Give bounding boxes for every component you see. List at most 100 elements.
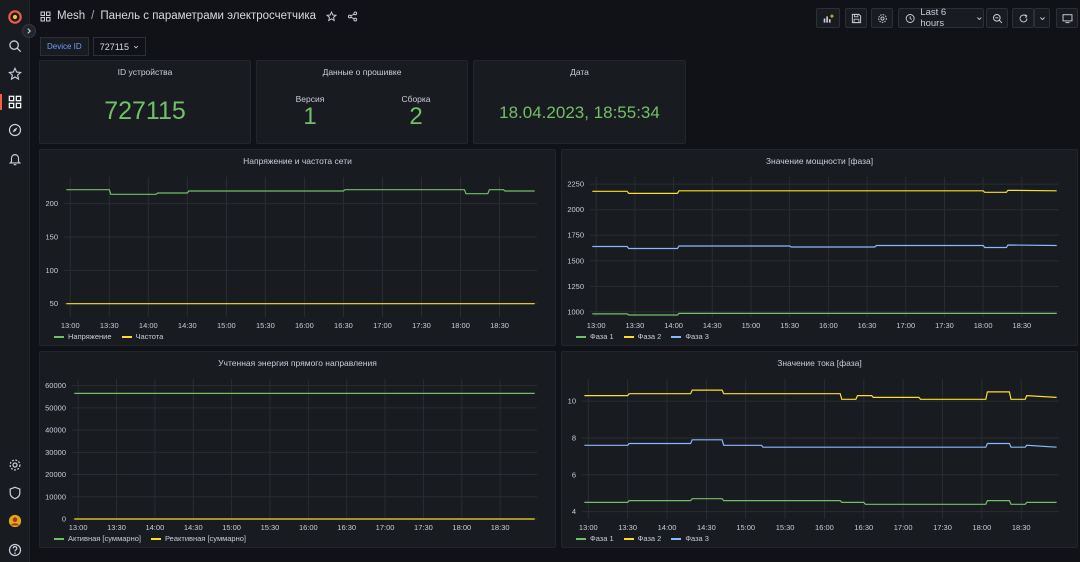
device-id-variable-value: 727115 — [99, 41, 130, 52]
power-chart: 13:00 13:30 14:00 14:30 15:00 15:30 16:00 16:30… — [567, 177, 1059, 330]
legend-label: Фаза 1 — [590, 534, 614, 543]
y-tick-label: 30000 — [45, 448, 66, 457]
grafana-logo-icon[interactable] — [5, 7, 25, 27]
help-icon[interactable] — [5, 540, 25, 560]
legend-label: Фаза 3 — [685, 534, 709, 543]
series-line — [592, 312, 1057, 316]
x-tick-label: 14:30 — [703, 321, 722, 330]
y-tick-label: 1250 — [567, 282, 584, 291]
x-tick-label: 17:30 — [414, 523, 433, 532]
active-indicator — [0, 94, 2, 110]
search-icon[interactable] — [5, 36, 25, 56]
explore-compass-icon[interactable] — [5, 120, 25, 140]
legend-item[interactable]: Реактивная [суммарно] — [151, 534, 246, 543]
legend-swatch — [54, 537, 64, 540]
legend-label: Частота — [135, 332, 164, 341]
legend-label: Реактивная [суммарно] — [165, 534, 246, 543]
legend-label: Фаза 3 — [685, 332, 709, 341]
legend-item[interactable]: Активная [суммарно] — [54, 534, 141, 543]
series-line — [584, 439, 1057, 448]
star-favorite-icon[interactable] — [326, 10, 338, 22]
user-avatar-icon[interactable] — [5, 511, 25, 531]
legend-swatch — [151, 537, 161, 540]
chevron-down-icon — [1039, 16, 1045, 20]
zoom-out-icon — [992, 13, 1002, 23]
x-tick-label: 15:00 — [736, 523, 755, 532]
device-id-variable-label: Device ID — [40, 37, 89, 56]
y-tick-label: 200 — [45, 199, 58, 208]
zoom-out-button[interactable] — [986, 8, 1008, 28]
energy-panel[interactable]: Учтенная энергия прямого направления 13:… — [39, 351, 556, 548]
dashboard-settings-button[interactable] — [871, 8, 893, 28]
legend-item[interactable]: Фаза 2 — [623, 332, 661, 341]
power-panel[interactable]: Значение мощности [фаза] 13:00 13:30 14:00… — [561, 149, 1078, 346]
y-tick-label: 0 — [62, 515, 66, 524]
energy-chart: 13:00 13:30 14:00 14:30 15:00 15:30 16:00 16:30… — [45, 379, 537, 532]
firmware-panel[interactable]: Данные о прошивке Версия 1 Сборка 2 — [256, 60, 468, 144]
y-tick-label: 10 — [568, 397, 576, 406]
breadcrumb-folder[interactable]: Mesh — [57, 10, 86, 22]
legend-item[interactable]: Фаза 1 — [576, 332, 614, 341]
y-tick-label: 1000 — [567, 307, 584, 316]
series-line — [592, 189, 1057, 195]
settings-gear-icon[interactable] — [5, 455, 25, 475]
series-line — [584, 389, 1057, 400]
share-icon[interactable] — [347, 11, 358, 22]
dashboards-icon[interactable] — [5, 92, 25, 112]
dashboard-title[interactable]: Панель с параметрами электросчетчика — [100, 10, 317, 22]
save-dashboard-button[interactable] — [845, 8, 867, 28]
x-tick-label: 14:00 — [664, 321, 683, 330]
x-tick-label: 15:00 — [217, 321, 236, 330]
refresh-interval-dropdown[interactable] — [1034, 8, 1050, 28]
x-tick-label: 16:30 — [337, 523, 356, 532]
x-tick-label: 17:30 — [935, 321, 954, 330]
star-icon[interactable] — [5, 64, 25, 84]
legend-item[interactable]: Фаза 2 — [623, 534, 661, 543]
legend-item[interactable]: Напряжение — [54, 332, 112, 341]
x-tick-label: 18:00 — [452, 523, 471, 532]
series-line — [66, 189, 535, 195]
x-tick-label: 16:00 — [815, 523, 834, 532]
current-chart: 13:00 13:30 14:00 14:30 15:00 15:30 16:00 16:30… — [568, 379, 1059, 532]
legend-label: Активная [суммарно] — [68, 534, 141, 543]
time-range-label: Last 6 hours — [920, 7, 947, 29]
legend-item[interactable]: Фаза 1 — [576, 534, 614, 543]
shield-icon[interactable] — [5, 483, 25, 503]
x-tick-label: 16:00 — [299, 523, 318, 532]
date-panel[interactable]: Дата 18.04.2023, 18:55:34 — [473, 60, 686, 144]
voltage-frequency-panel[interactable]: Напряжение и частота сети 13:00 13:30 14:0… — [39, 149, 556, 346]
legend-item[interactable]: Частота — [121, 332, 164, 341]
x-tick-label: 15:30 — [261, 523, 280, 532]
add-panel-button[interactable] — [816, 8, 840, 28]
panel-title: Напряжение и частота сети — [243, 156, 352, 166]
x-tick-label: 14:00 — [145, 523, 164, 532]
x-tick-label: 18:00 — [972, 523, 991, 532]
clock-icon — [905, 13, 915, 23]
x-tick-label: 17:00 — [894, 523, 913, 532]
device-id-variable-select[interactable]: 727115 — [92, 37, 147, 56]
variables-bar: Device ID 727115 — [40, 37, 147, 56]
x-tick-label: 15:30 — [776, 523, 795, 532]
monitor-icon — [1062, 13, 1072, 23]
legend-item[interactable]: Фаза 3 — [671, 534, 709, 543]
alerting-bell-icon[interactable] — [5, 149, 25, 169]
y-tick-label: 20000 — [45, 470, 66, 479]
refresh-button[interactable] — [1012, 8, 1034, 28]
y-tick-label: 1500 — [567, 256, 584, 265]
x-tick-label: 18:30 — [1012, 523, 1031, 532]
legend-swatch — [576, 335, 586, 338]
legend-item[interactable]: Фаза 3 — [671, 332, 709, 341]
x-tick-label: 14:00 — [658, 523, 677, 532]
chevron-down-icon — [133, 45, 139, 48]
current-panel[interactable]: Значение тока [фаза] 13:00 13:30 14:00 14:3… — [561, 351, 1078, 548]
x-tick-label: 18:00 — [974, 321, 993, 330]
view-mode-button[interactable] — [1056, 8, 1078, 28]
x-tick-label: 15:30 — [256, 321, 275, 330]
sidebar-collapse-button[interactable] — [22, 24, 36, 38]
time-range-picker[interactable]: Last 6 hours — [898, 7, 984, 29]
device-id-panel[interactable]: ID устройства 727115 — [39, 60, 251, 144]
chart-legend: Фаза 1 Фаза 2 Фаза 3 — [576, 534, 709, 543]
series-line — [584, 498, 1057, 505]
chevron-down-icon — [977, 16, 983, 20]
y-tick-label: 150 — [45, 233, 58, 242]
